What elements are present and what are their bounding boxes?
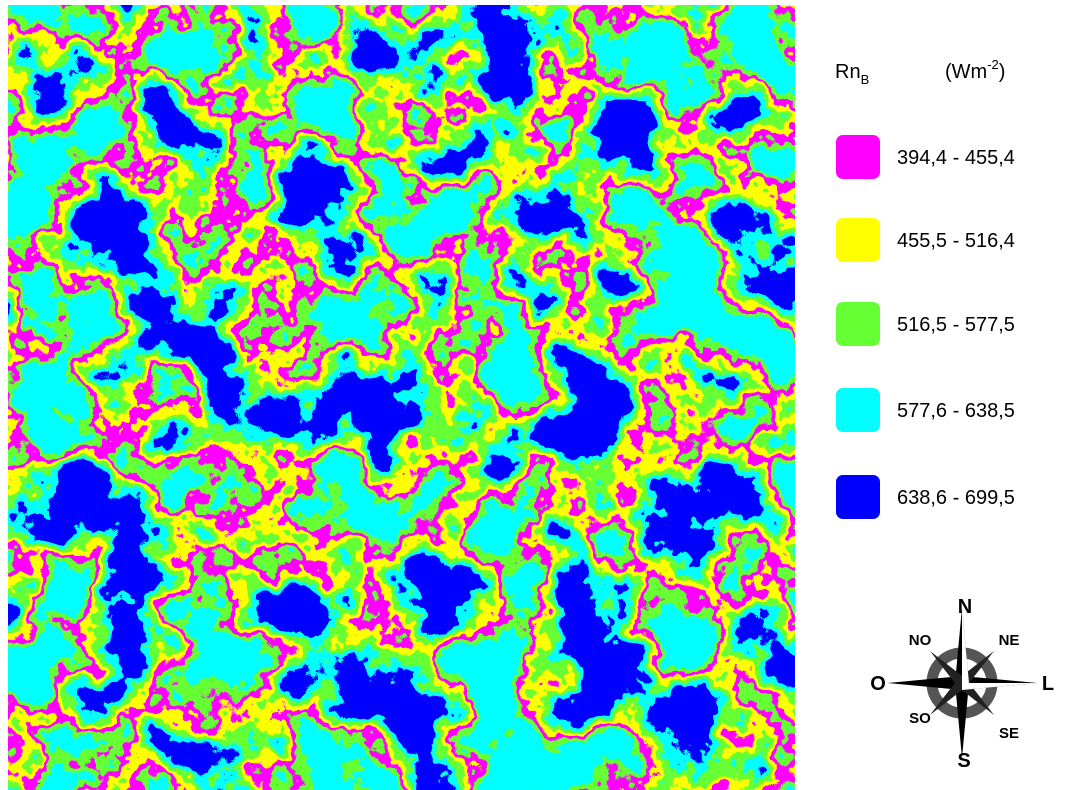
legend-label: 638,6 - 699,5 (897, 487, 1015, 509)
legend-label: 516,5 - 577,5 (897, 314, 1015, 336)
legend-swatch (836, 135, 880, 179)
compass-w: O (870, 673, 886, 695)
compass-se: SE (999, 725, 1019, 742)
legend-swatch (836, 218, 880, 262)
legend-swatch (836, 302, 880, 346)
legend-swatch (836, 388, 880, 432)
legend-unit: (Wm-2) (945, 57, 1005, 83)
compass-sw: SO (909, 710, 931, 727)
legend: RnB (Wm-2) 394,4 - 455,4 455,5 - 516,4 516… (835, 57, 1015, 519)
legend-title-sub: B (861, 72, 870, 87)
legend-label: 577,6 - 638,5 (897, 400, 1015, 422)
legend-unit-sup: -2 (987, 57, 999, 72)
legend-label: 394,4 - 455,4 (897, 147, 1015, 169)
compass-nw: NO (909, 632, 932, 649)
compass-highlight (962, 683, 1037, 690)
compass-s: S (957, 750, 970, 772)
legend-title: RnB (835, 61, 869, 87)
compass-ne: NE (999, 632, 1020, 649)
classified-raster (8, 5, 795, 790)
legend-label: 455,5 - 516,4 (897, 230, 1015, 252)
legend-unit-open: (Wm (945, 61, 987, 83)
compass-e: L (1042, 673, 1054, 695)
legend-swatch (836, 475, 880, 519)
legend-title-base: Rn (835, 61, 861, 83)
compass-rose: N NE L SE S SO O NO (870, 596, 1054, 772)
compass-n: N (958, 596, 972, 618)
compass-highlight (962, 608, 969, 683)
legend-unit-close: ) (999, 61, 1006, 83)
